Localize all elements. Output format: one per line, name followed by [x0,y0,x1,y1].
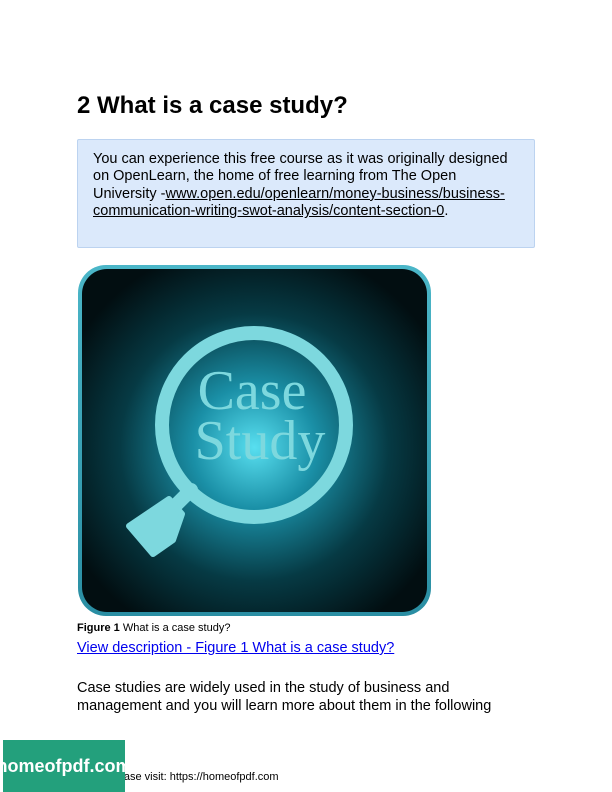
figure-caption: Figure 1 What is a case study? [77,622,230,634]
footer-visit-text[interactable]: e please visit: https://homeofpdf.com [100,771,279,783]
caption-label: Figure 1 [77,622,120,634]
body-paragraph: Case studies are widely used in the stud… [77,680,492,714]
note-text: You can experience this free course as i… [93,151,508,202]
image-text-case: Case [198,360,307,422]
note-text-end: . [444,203,449,220]
image-text-study: Study [195,410,326,472]
course-link[interactable]: www.open.edu/openlearn/money-business/bu… [93,185,505,220]
homeofpdf-badge[interactable]: homeofpdf.com [0,740,132,792]
magnifier-handle [126,496,185,557]
info-note: You can experience this free course as i… [77,139,535,248]
section-title: 2 What is a case study? [77,92,348,119]
case-study-figure: Case Study [78,265,431,616]
view-description-link[interactable]: View description - Figure 1 What is a ca… [77,640,395,656]
caption-text: What is a case study? [119,622,231,634]
